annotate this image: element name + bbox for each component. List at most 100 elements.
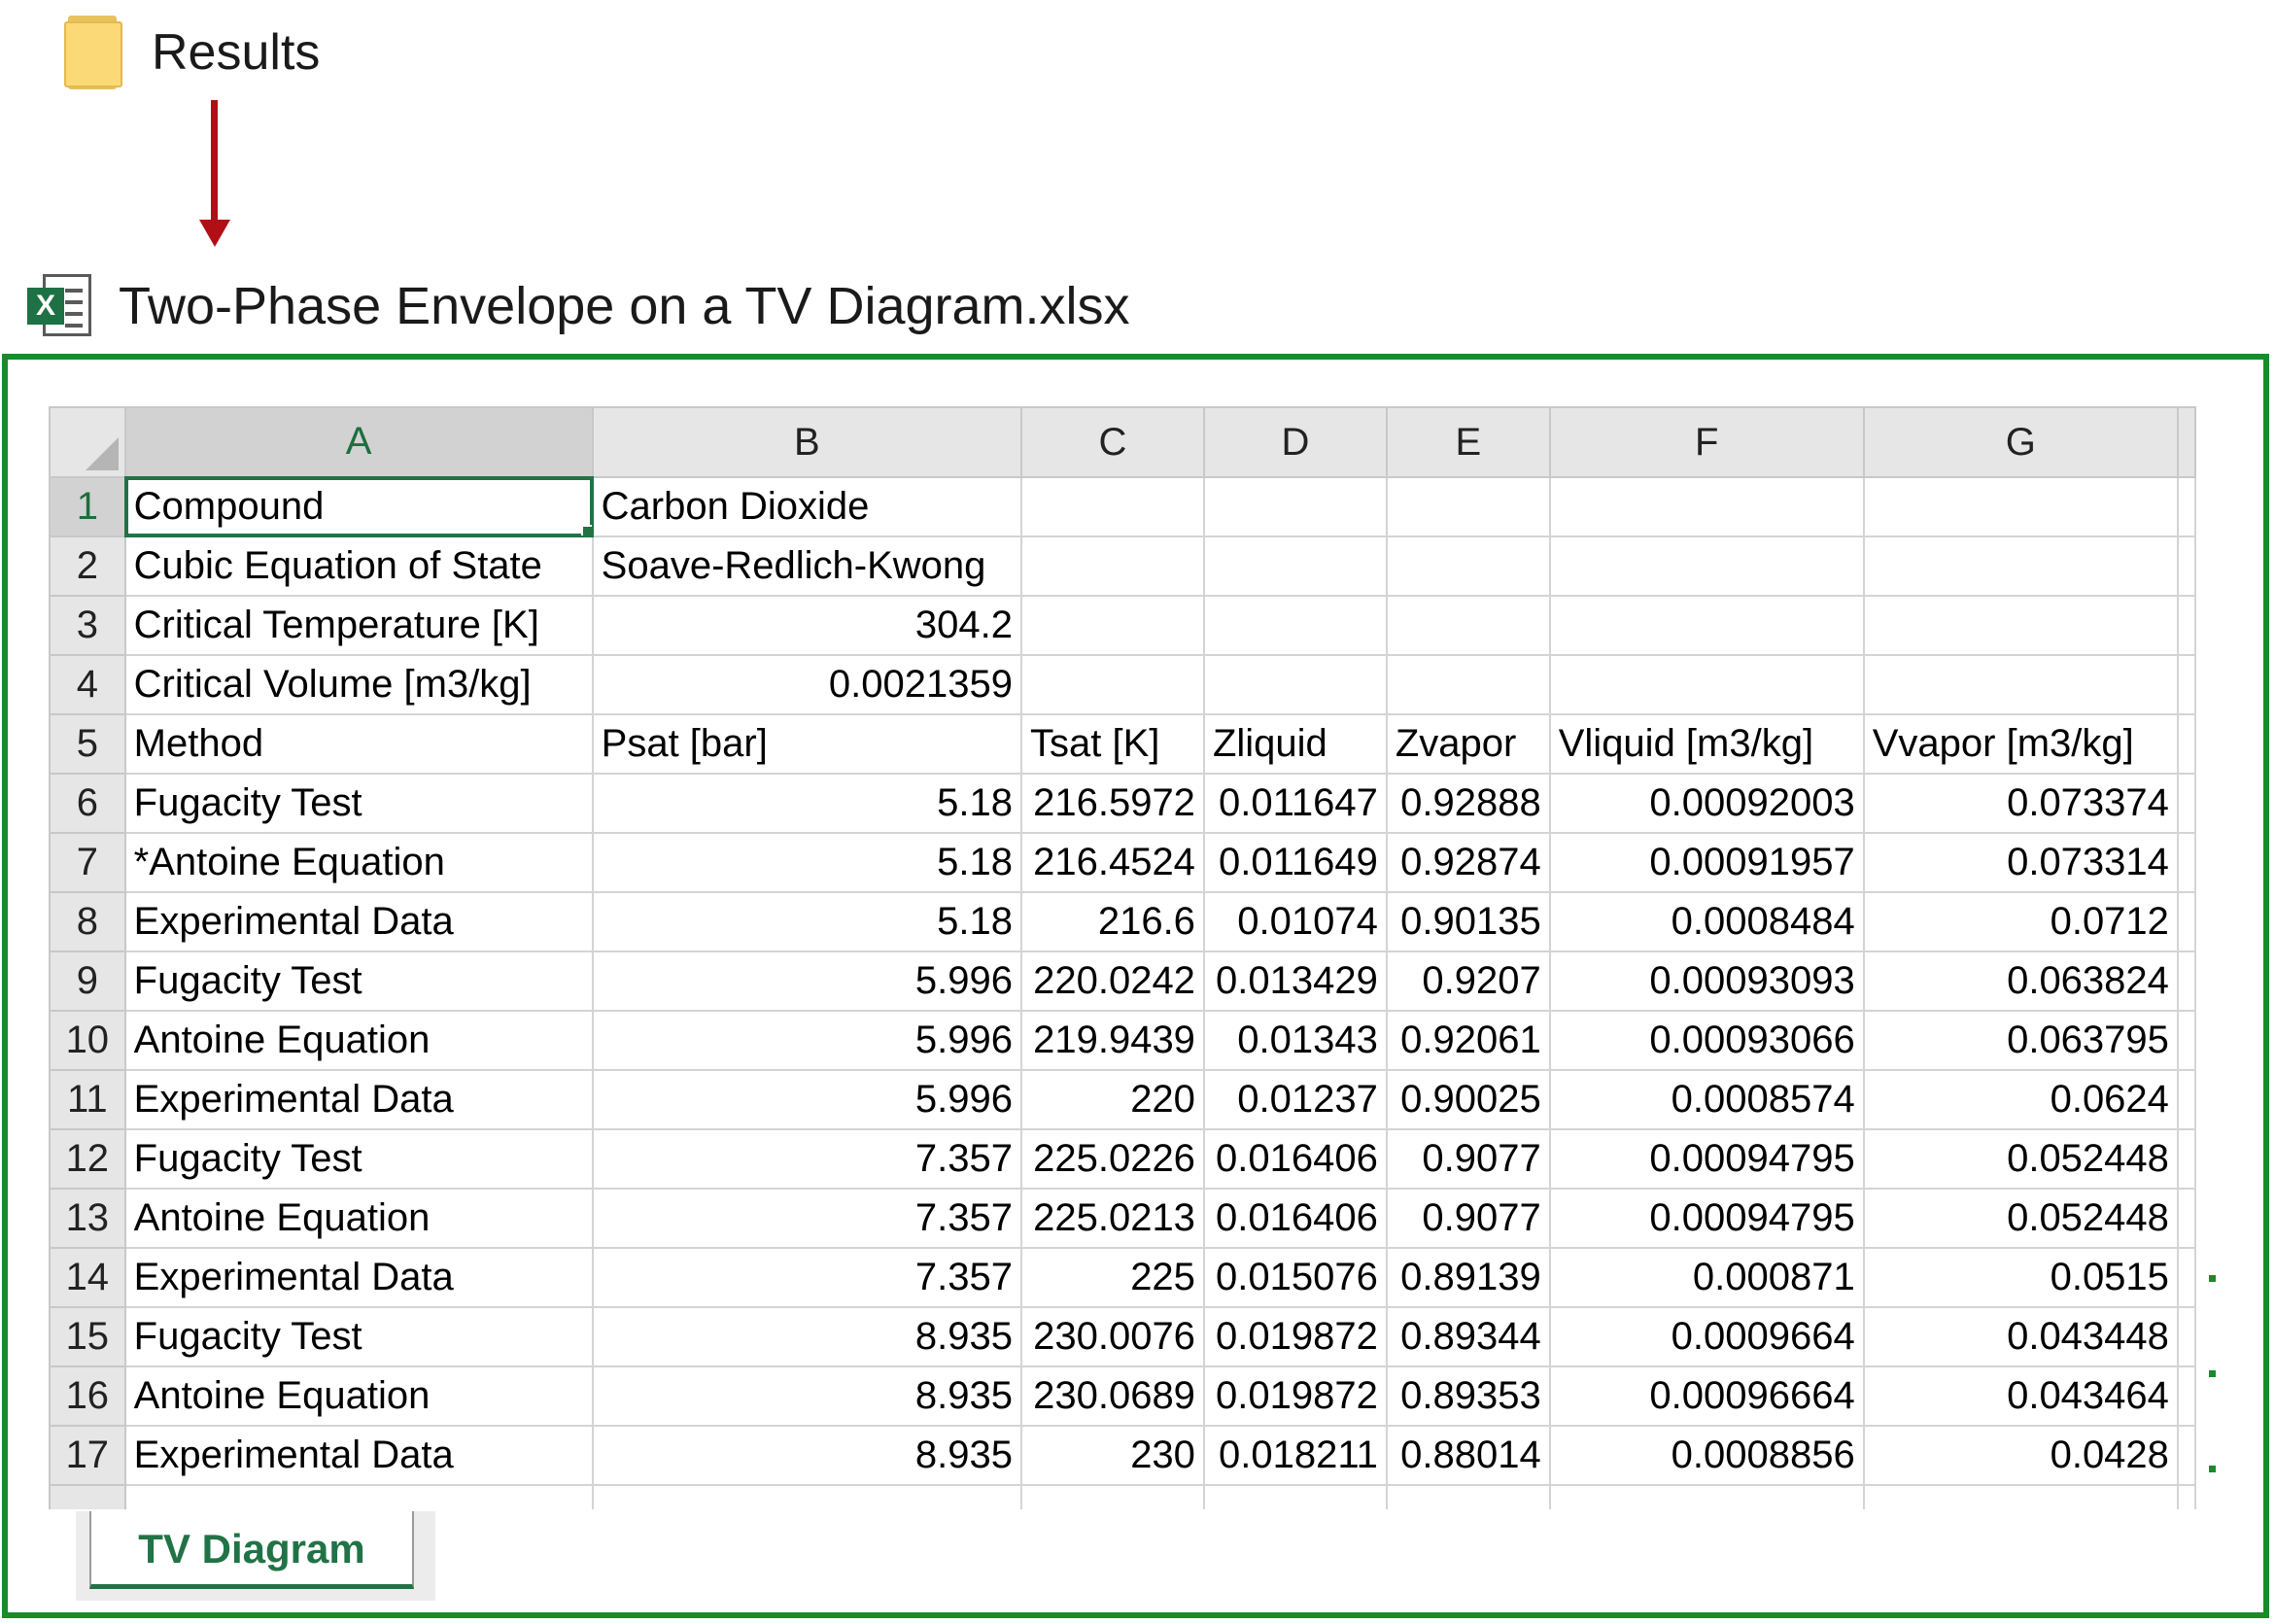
column-header-f[interactable]: F xyxy=(1548,406,1865,478)
cell-e6[interactable]: 0.92888 xyxy=(1385,773,1551,834)
cell-d5[interactable]: Zliquid xyxy=(1202,713,1388,775)
cell-g17[interactable]: 0.0428 xyxy=(1862,1425,2179,1486)
cell-f7[interactable]: 0.00091957 xyxy=(1548,832,1865,893)
cell-g16[interactable]: 0.043464 xyxy=(1862,1365,2179,1427)
cell-c8[interactable]: 216.6 xyxy=(1020,891,1205,952)
cell-e9[interactable]: 0.9207 xyxy=(1385,950,1551,1012)
cell-g5[interactable]: Vvapor [m3/kg] xyxy=(1862,713,2179,775)
cell-g10[interactable]: 0.063795 xyxy=(1862,1010,2179,1071)
cell-gx[interactable] xyxy=(1862,1484,2179,1509)
cell-f2[interactable] xyxy=(1548,536,1865,597)
cell-d2[interactable] xyxy=(1202,536,1388,597)
cell-b15[interactable]: 8.935 xyxy=(591,1306,1023,1367)
cell-e10[interactable]: 0.92061 xyxy=(1385,1010,1551,1071)
cell-f12[interactable]: 0.00094795 xyxy=(1548,1128,1865,1190)
cell-b10[interactable]: 5.996 xyxy=(591,1010,1023,1071)
cell-b1[interactable]: Carbon Dioxide xyxy=(591,476,1023,537)
cell-a2[interactable]: Cubic Equation of State xyxy=(123,536,594,597)
cell-g13[interactable]: 0.052448 xyxy=(1862,1188,2179,1249)
cell-e5[interactable]: Zvapor xyxy=(1385,713,1551,775)
cell-e7[interactable]: 0.92874 xyxy=(1385,832,1551,893)
cell-c1[interactable] xyxy=(1020,476,1205,537)
results-folder[interactable]: Results xyxy=(64,14,320,91)
cell-e15[interactable]: 0.89344 xyxy=(1385,1306,1551,1367)
cell-c15[interactable]: 230.0076 xyxy=(1020,1306,1205,1367)
cell-d1[interactable] xyxy=(1202,476,1388,537)
cell-d16[interactable]: 0.019872 xyxy=(1202,1365,1388,1427)
row-header[interactable]: 4 xyxy=(49,654,126,715)
cell-d12[interactable]: 0.016406 xyxy=(1202,1128,1388,1190)
column-header-a[interactable]: A xyxy=(123,406,594,479)
row-header[interactable]: 6 xyxy=(49,773,126,834)
column-header-b[interactable]: B xyxy=(591,406,1023,478)
cell-c6[interactable]: 216.5972 xyxy=(1020,773,1205,834)
cell-a6[interactable]: Fugacity Test xyxy=(123,773,594,834)
cell-d6[interactable]: 0.011647 xyxy=(1202,773,1388,834)
cell-a17[interactable]: Experimental Data xyxy=(123,1425,594,1486)
row-header[interactable]: 9 xyxy=(49,950,126,1012)
cell-d17[interactable]: 0.018211 xyxy=(1202,1425,1388,1486)
column-header-d[interactable]: D xyxy=(1202,406,1388,478)
cell-bx[interactable] xyxy=(591,1484,1023,1509)
cell-c10[interactable]: 219.9439 xyxy=(1020,1010,1205,1071)
cell-g4[interactable] xyxy=(1862,654,2179,715)
cell-a14[interactable]: Experimental Data xyxy=(123,1247,594,1308)
cell-f15[interactable]: 0.0009664 xyxy=(1548,1306,1865,1367)
cell-f1[interactable] xyxy=(1548,476,1865,537)
fill-handle[interactable] xyxy=(580,525,591,535)
cell-a13[interactable]: Antoine Equation xyxy=(123,1188,594,1249)
column-header-e[interactable]: E xyxy=(1385,406,1551,478)
cell-b8[interactable]: 5.18 xyxy=(591,891,1023,952)
cell-b14[interactable]: 7.357 xyxy=(591,1247,1023,1308)
row-header[interactable]: 7 xyxy=(49,832,126,893)
cell-b4[interactable]: 0.0021359 xyxy=(591,654,1023,715)
cell-g2[interactable] xyxy=(1862,536,2179,597)
cell-d4[interactable] xyxy=(1202,654,1388,715)
cell-d11[interactable]: 0.01237 xyxy=(1202,1069,1388,1130)
cell-e8[interactable]: 0.90135 xyxy=(1385,891,1551,952)
cell-a3[interactable]: Critical Temperature [K] xyxy=(123,595,594,656)
cell-fx[interactable] xyxy=(1548,1484,1865,1509)
cell-d3[interactable] xyxy=(1202,595,1388,656)
cell-d7[interactable]: 0.011649 xyxy=(1202,832,1388,893)
cell-f16[interactable]: 0.00096664 xyxy=(1548,1365,1865,1427)
cell-e14[interactable]: 0.89139 xyxy=(1385,1247,1551,1308)
cell-g7[interactable]: 0.073314 xyxy=(1862,832,2179,893)
cell-b12[interactable]: 7.357 xyxy=(591,1128,1023,1190)
cell-a8[interactable]: Experimental Data xyxy=(123,891,594,952)
cell-c11[interactable]: 220 xyxy=(1020,1069,1205,1130)
cell-ex[interactable] xyxy=(1385,1484,1551,1509)
cell-g6[interactable]: 0.073374 xyxy=(1862,773,2179,834)
cell-c14[interactable]: 225 xyxy=(1020,1247,1205,1308)
cell-f5[interactable]: Vliquid [m3/kg] xyxy=(1548,713,1865,775)
cell-dx[interactable] xyxy=(1202,1484,1388,1509)
cell-g11[interactable]: 0.0624 xyxy=(1862,1069,2179,1130)
row-header[interactable]: 5 xyxy=(49,713,126,775)
cell-b16[interactable]: 8.935 xyxy=(591,1365,1023,1427)
cell-a1[interactable]: Compound xyxy=(123,476,594,537)
cell-cx[interactable] xyxy=(1020,1484,1205,1509)
cell-a15[interactable]: Fugacity Test xyxy=(123,1306,594,1367)
cell-b6[interactable]: 5.18 xyxy=(591,773,1023,834)
cell-f9[interactable]: 0.00093093 xyxy=(1548,950,1865,1012)
cell-c7[interactable]: 216.4524 xyxy=(1020,832,1205,893)
row-header[interactable]: 12 xyxy=(49,1128,126,1190)
cell-b13[interactable]: 7.357 xyxy=(591,1188,1023,1249)
row-header[interactable] xyxy=(49,1484,126,1509)
cell-e11[interactable]: 0.90025 xyxy=(1385,1069,1551,1130)
cell-b3[interactable]: 304.2 xyxy=(591,595,1023,656)
cell-g14[interactable]: 0.0515 xyxy=(1862,1247,2179,1308)
column-header-c[interactable]: C xyxy=(1020,406,1205,478)
cell-d8[interactable]: 0.01074 xyxy=(1202,891,1388,952)
cell-f8[interactable]: 0.0008484 xyxy=(1548,891,1865,952)
cell-b7[interactable]: 5.18 xyxy=(591,832,1023,893)
cell-c5[interactable]: Tsat [K] xyxy=(1020,713,1205,775)
cell-f14[interactable]: 0.000871 xyxy=(1548,1247,1865,1308)
row-header[interactable]: 14 xyxy=(49,1247,126,1308)
row-header[interactable]: 15 xyxy=(49,1306,126,1367)
cell-c4[interactable] xyxy=(1020,654,1205,715)
cell-b11[interactable]: 5.996 xyxy=(591,1069,1023,1130)
row-header[interactable]: 3 xyxy=(49,595,126,656)
cell-a10[interactable]: Antoine Equation xyxy=(123,1010,594,1071)
cell-e3[interactable] xyxy=(1385,595,1551,656)
